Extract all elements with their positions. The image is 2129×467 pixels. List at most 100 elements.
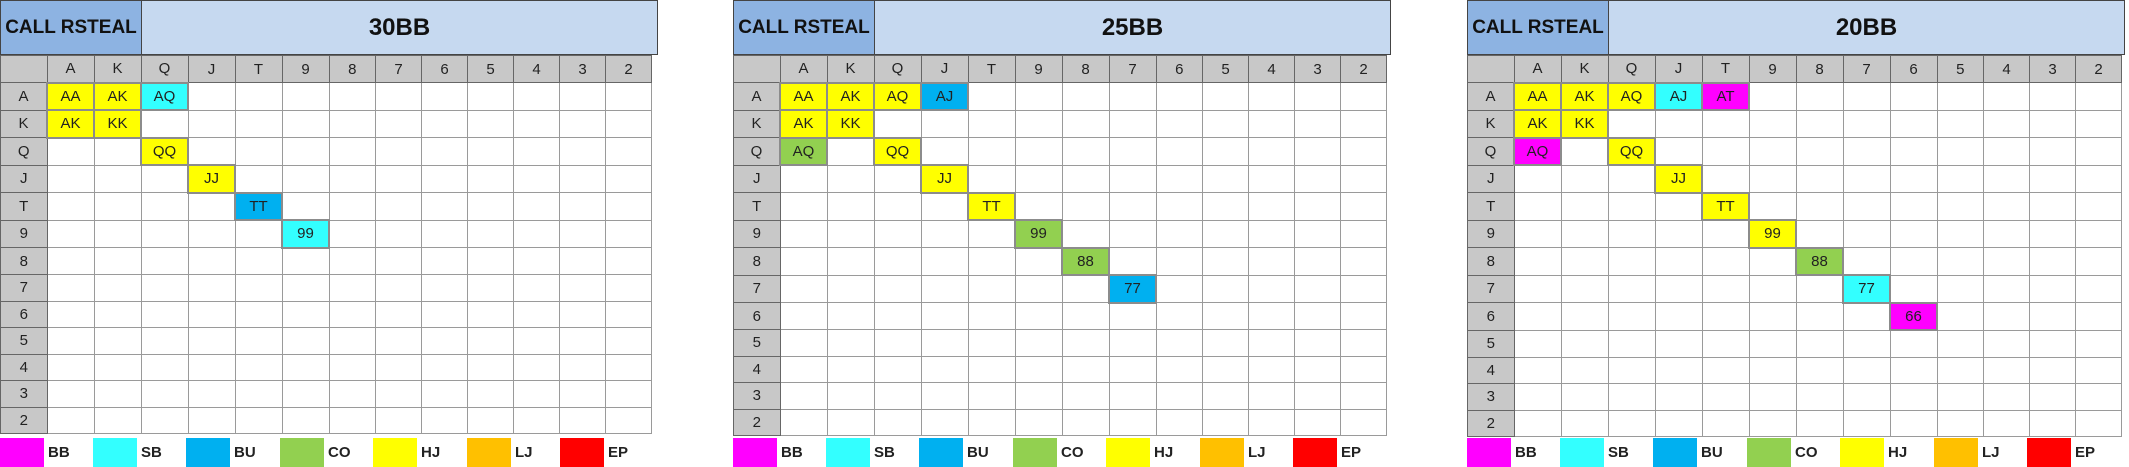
grid-row: 3	[733, 382, 1387, 410]
hand-cell	[1654, 247, 1703, 276]
hand-cell	[1513, 192, 1562, 221]
hand-cell	[1654, 109, 1703, 138]
hand-cell: AJ	[920, 81, 969, 111]
hand-cell	[1248, 247, 1295, 276]
hand-cell	[375, 109, 422, 138]
hand-cell	[513, 406, 560, 434]
hand-cell	[1155, 302, 1203, 330]
hand-cell	[375, 192, 422, 221]
hand-cell	[1842, 164, 1891, 193]
hand-cell	[421, 109, 468, 138]
hand-cell	[1294, 302, 1341, 330]
hand-cell	[1748, 383, 1797, 411]
legend-label: HJ	[1154, 444, 1174, 461]
hand-cell: AK	[779, 109, 828, 139]
column-header: 9	[1748, 55, 1797, 83]
hand-cell	[920, 329, 969, 357]
hand-cell	[46, 327, 95, 355]
legend-label: EP	[608, 444, 629, 461]
hand-cell	[421, 353, 468, 381]
hand-cell	[375, 164, 422, 193]
hand-cell	[513, 219, 560, 248]
hand-cell	[1936, 219, 1984, 248]
hand-cell	[1014, 382, 1063, 410]
hand-cell	[1654, 192, 1703, 221]
legend-label: CO	[328, 444, 351, 461]
column-header: 4	[513, 55, 560, 83]
hand-cell	[1936, 164, 1984, 193]
hand-cell	[375, 82, 422, 111]
hand-cell	[2029, 164, 2076, 193]
hand-cell	[46, 247, 95, 275]
hand-cell	[1108, 382, 1157, 410]
hand-cell: AK	[93, 81, 142, 111]
hand-cell	[1889, 82, 1938, 111]
grid-row: J JJ	[0, 164, 652, 194]
hand-cell	[1248, 329, 1295, 357]
panel-header: CALL RSTEAL 20BB	[1467, 0, 2125, 55]
legend-label: LJ	[1982, 444, 2000, 461]
hand-cell	[826, 192, 875, 221]
hand-cell	[1983, 82, 2030, 111]
hand-cell	[1795, 302, 1844, 331]
row-header: K	[733, 109, 781, 138]
legend-item: LJ	[1934, 438, 2000, 467]
hand-cell	[93, 353, 142, 381]
hand-cell	[1748, 137, 1797, 166]
hand-cell: QQ	[873, 136, 922, 166]
hand-cell	[605, 353, 652, 381]
hand-cell	[559, 164, 606, 193]
hand-cell: AK	[1513, 109, 1562, 139]
hand-cell	[187, 327, 236, 355]
hand-cell	[1983, 247, 2030, 276]
legend-label: CO	[1795, 444, 1818, 461]
hand-cell	[920, 302, 969, 330]
hand-cell	[779, 219, 828, 248]
column-header: 3	[1294, 55, 1341, 83]
hand-cell	[559, 327, 606, 355]
hand-cell	[1202, 247, 1249, 276]
hand-cell	[2075, 274, 2122, 303]
hand-cell	[1014, 192, 1063, 221]
hand-cell	[1607, 274, 1656, 303]
hand-cell: 77	[1108, 274, 1157, 304]
hand-cell	[1748, 192, 1797, 221]
grid-row: A AA AK AQ AJ	[733, 81, 1387, 111]
legend-swatch	[1560, 438, 1604, 467]
grid-row: 2	[1467, 409, 2122, 437]
hand-cell	[559, 137, 606, 166]
column-header: 5	[467, 55, 514, 83]
hand-cell	[605, 192, 652, 221]
legend-swatch	[1653, 438, 1697, 467]
hand-cell	[421, 406, 468, 434]
column-header: K	[826, 55, 875, 83]
hand-cell	[1202, 382, 1249, 410]
hand-cell	[967, 164, 1016, 193]
legend-item: BB	[0, 438, 70, 467]
hand-cell	[920, 247, 969, 276]
hand-cell	[779, 192, 828, 221]
legend-label: EP	[2075, 444, 2096, 461]
legend-item: SB	[826, 438, 895, 467]
hand-cell	[920, 355, 969, 383]
hand-cell	[1795, 356, 1844, 384]
grid-row: 7 77	[733, 274, 1387, 304]
hand-cell	[2029, 356, 2076, 384]
hand-cell	[1607, 329, 1656, 358]
hand-cell	[1654, 356, 1703, 384]
hand-cell	[873, 164, 922, 193]
grid-row: Q AQ QQ	[1467, 136, 2122, 166]
hand-cell	[1748, 247, 1797, 276]
hand-cell	[920, 219, 969, 248]
hand-cell	[328, 164, 376, 193]
hand-cell: 77	[1842, 274, 1891, 304]
legend-swatch	[2027, 438, 2071, 467]
hand-cell	[1889, 356, 1938, 384]
hand-cell	[1889, 383, 1938, 411]
hand-cell	[467, 300, 514, 328]
legend-swatch	[373, 438, 417, 467]
row-header: Q	[0, 137, 48, 166]
grid-row: 6 66	[1467, 301, 2122, 331]
hand-cell	[467, 82, 514, 111]
hand-cell	[605, 109, 652, 138]
